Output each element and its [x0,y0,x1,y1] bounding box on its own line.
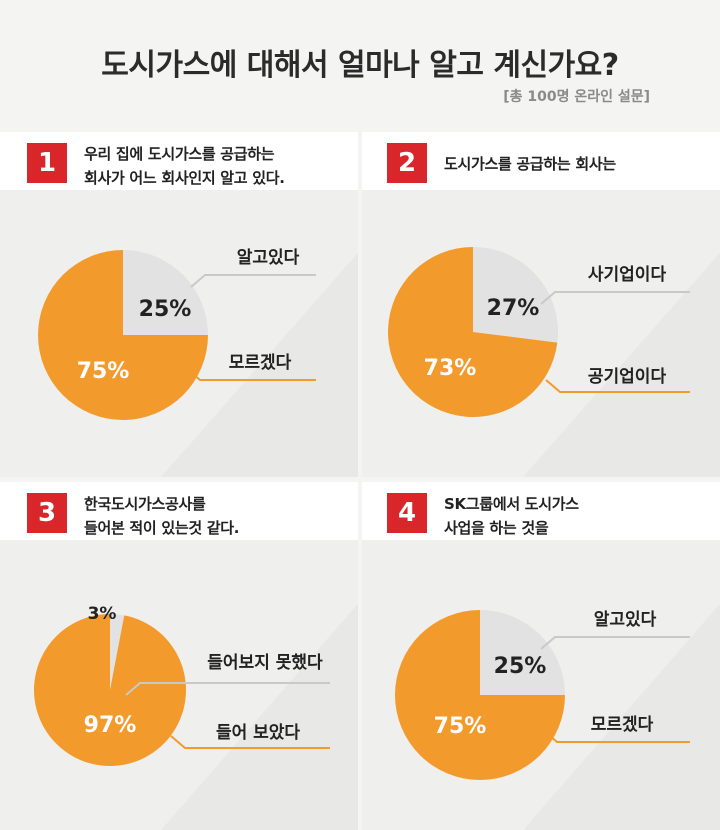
chart-4-leader-line-2 [542,729,690,743]
chart-3-category-label-1: 들어보지 못했다 [207,652,323,673]
chart-3-value-label-2: 97% [84,713,137,738]
chart-4-slice-2 [395,610,565,780]
chart-2-value-label-1: 27% [487,296,540,321]
question-3-text: 한국도시가스공사를 들어본 적이 있는것 같다. [84,495,240,537]
question-4-number: 4 [387,493,427,533]
page-title: 도시가스에 대해서 얼마나 알고 계신가요? [101,48,619,83]
chart-2-category-label-1: 사기업이다 [588,265,667,285]
question-3-number: 3 [27,493,67,533]
chart-3-leader-line-2 [170,735,330,749]
chart-2-slice-1 [473,247,558,343]
chart-2-leader-line-2 [545,379,690,393]
chart-4-value-label-2: 75% [434,714,487,739]
chart-4-category-label-2: 모르겠다 [591,715,654,735]
chart-2-category-label-2: 공기업이다 [588,367,667,387]
chart-2-slice-2 [388,247,558,417]
chart-3-slice-1 [110,614,125,690]
page-subtitle: [총 100명 온라인 설문] [503,89,650,105]
question-1-text: 우리 집에 도시가스를 공급하는 회사가 어느 회사인지 알고 있다. [84,145,285,187]
chart-1-slice-1 [123,250,208,335]
chart-4-value-label-1: 25% [494,654,547,679]
chart-3-category-label-2: 들어 보았다 [216,723,300,743]
chart-4-leader-line-1 [540,636,690,650]
chart-1-slice-2 [38,250,208,420]
chart-1-category-label-1: 알고있다 [237,248,300,268]
chart-1-category-label-2: 모르겠다 [229,353,292,373]
question-2-number: 2 [387,143,427,183]
question-4-text: SK그룹에서 도시가스 사업을 하는 것을 [444,495,579,537]
panel-shade-3 [161,603,358,830]
question-2-text: 도시가스를 공급하는 회사는 [444,155,616,173]
chart-2-value-label-2: 73% [424,356,477,381]
chart-1-leader-line-2 [185,367,316,381]
chart-3-value-label-1: 3% [88,604,117,624]
panel-shade-4 [523,603,720,830]
chart-2-leader-line-1 [540,291,690,305]
panel-shade-1 [161,252,358,477]
chart-1-leader-line-1 [190,274,316,288]
chart-4-slice-1 [480,610,565,695]
panel-shade-2 [523,252,720,477]
chart-3-leader-line-1 [125,682,330,696]
question-1-number: 1 [27,143,67,183]
chart-1-value-label-1: 25% [139,297,192,322]
chart-3-slice-2 [33,614,186,766]
chart-4-category-label-1: 알고있다 [594,610,657,630]
chart-1-value-label-2: 75% [77,359,130,384]
